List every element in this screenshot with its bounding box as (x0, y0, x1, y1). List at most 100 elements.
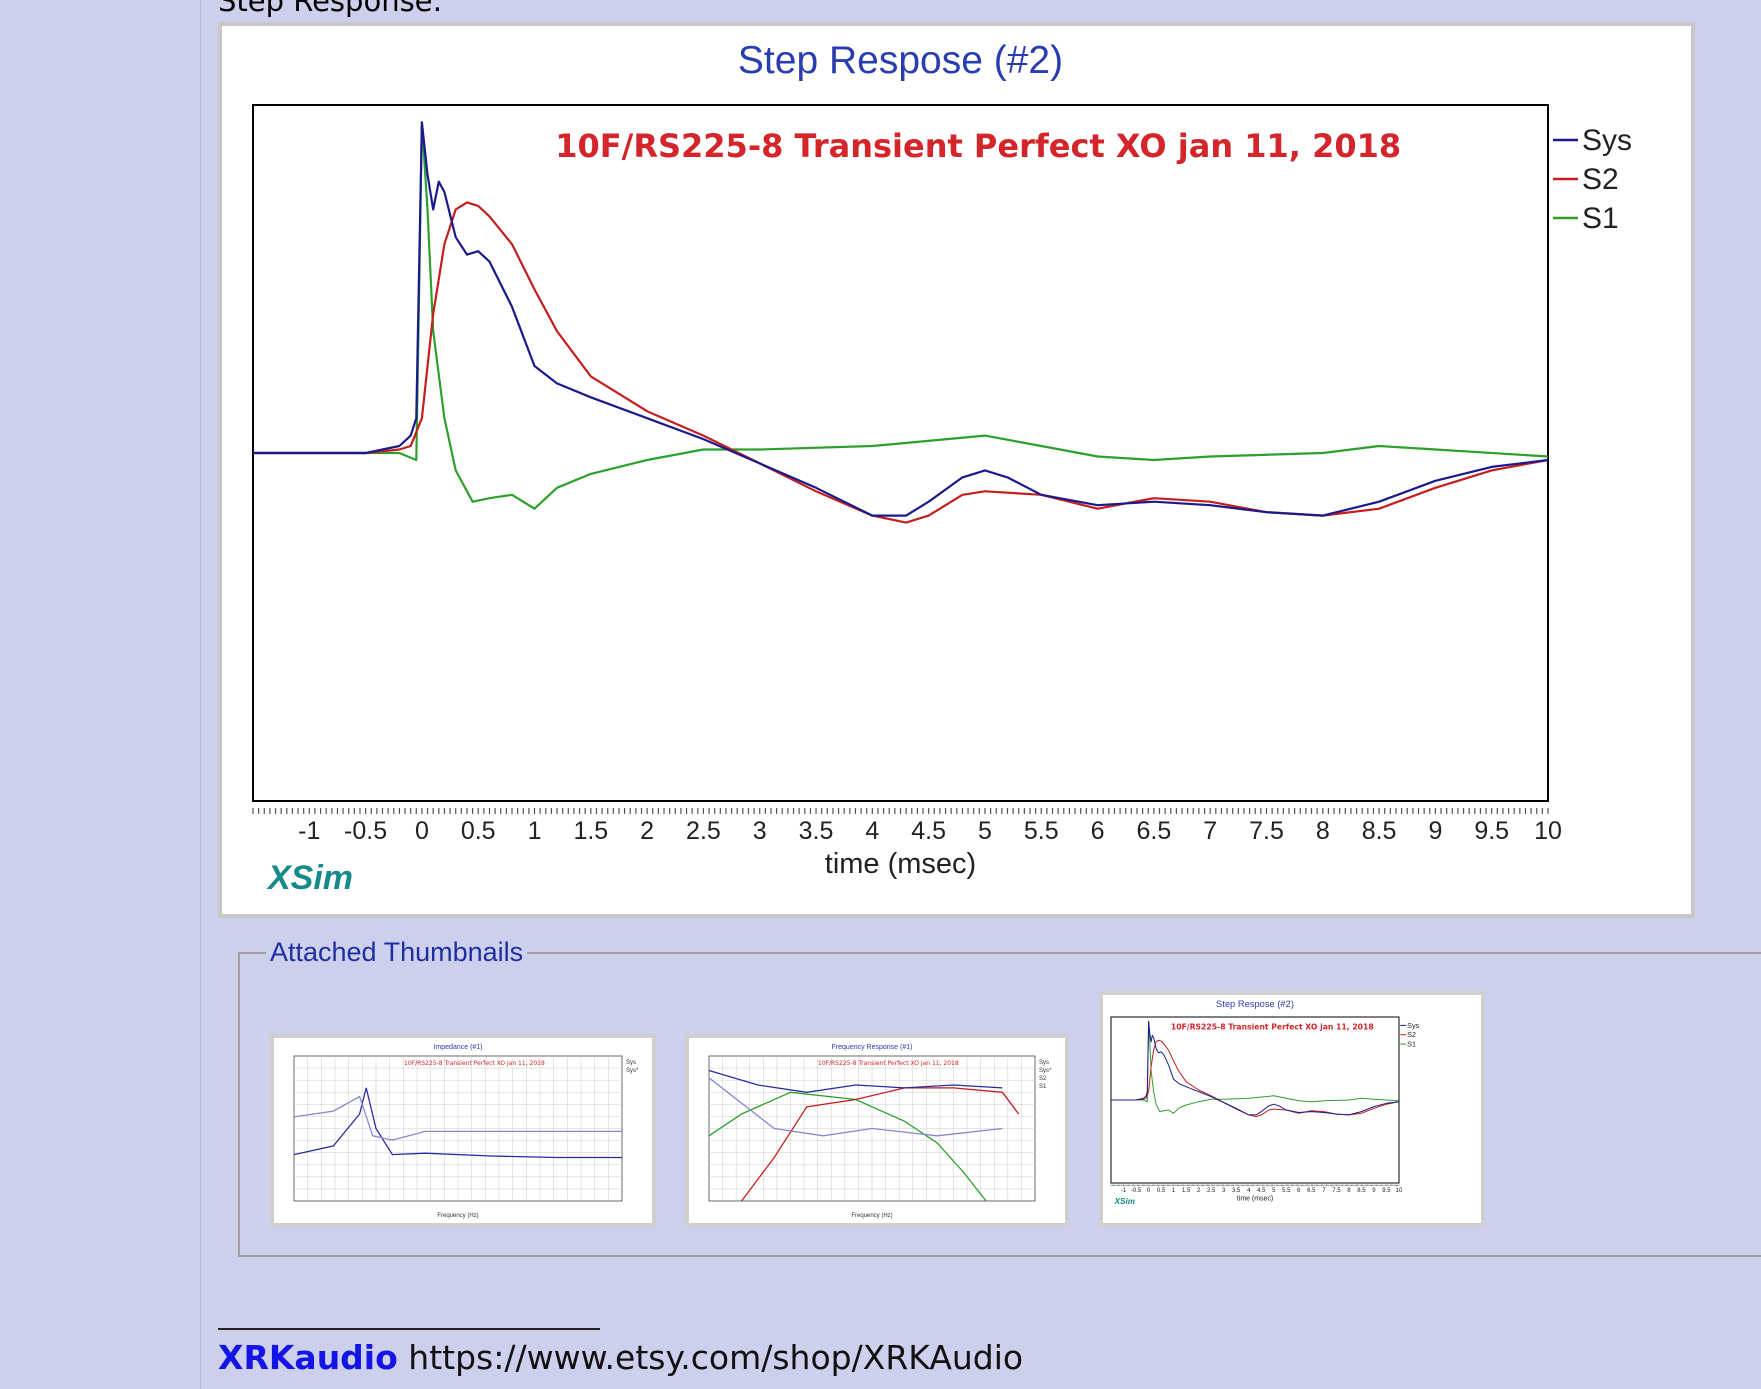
x-tick-label: 9.5 (1474, 817, 1509, 845)
left-sidebar-column (0, 0, 201, 1389)
thumb-x-axis-label: time (msec) (1237, 1195, 1273, 1202)
x-tick-label: 7.5 (1249, 817, 1284, 845)
x-tick-label: 3.5 (799, 817, 834, 845)
thumb-x-axis-label: Frequency (Hz) (851, 1213, 892, 1219)
x-tick-label: -1 (298, 817, 320, 845)
step-response-chart[interactable]: Step Respose (#2) -1 -0.5 0 0.5 1 1.5 2 2.5 3 3.5 4… (218, 22, 1695, 918)
thumb-title: Frequency Response (#1) (832, 1044, 913, 1051)
x-tick-label: 3 (753, 817, 767, 845)
series-line-s2 (253, 201, 1549, 524)
legend-entry-sys: Sys (1582, 124, 1632, 157)
thumb-x-tick-label: 8.5 (1357, 1188, 1366, 1194)
x-axis-label: time (msec) (825, 848, 976, 880)
x-tick-label: 8.5 (1362, 817, 1397, 845)
thumb-legend-entry: Sys (626, 1060, 636, 1066)
section-heading: Step Response: (218, 0, 443, 18)
x-tick-label: 0.5 (461, 817, 496, 845)
thumb-x-tick-label: -0.5 (1131, 1188, 1142, 1194)
thumb-legend-entry-s2: S2 (1407, 1030, 1416, 1039)
thumb-x-tick-label: 9.5 (1382, 1188, 1391, 1194)
thumb-x-tick-label: 10 (1396, 1188, 1403, 1194)
x-tick-label: 1 (528, 817, 542, 845)
x-tick-label: 0 (415, 817, 429, 845)
thumb-x-axis-label: Frequency (Hz) (437, 1213, 478, 1219)
thumb-x-tick-label: 6 (1297, 1188, 1301, 1194)
x-tick-label: 4.5 (911, 817, 946, 845)
chart-title: Step Respose (#2) (738, 39, 1063, 82)
x-tick-label: 5 (978, 817, 992, 845)
x-tick-label: 6 (1091, 817, 1105, 845)
x-tick-label: 4 (865, 817, 879, 845)
thumb-x-tick-label: 1 (1172, 1188, 1176, 1194)
series-line-sys (253, 121, 1549, 517)
thumb-x-tick-label: 7 (1322, 1188, 1326, 1194)
thumb-x-tick-label: 4 (1247, 1188, 1251, 1194)
thumb-series-line (293, 1087, 622, 1159)
xsim-watermark: XSim (266, 859, 353, 897)
thumb-chart-annotation: 10F/RS225-8 Transient Perfect XO jan 11,… (1171, 1022, 1374, 1031)
chart-svg: Step Respose (#2) -1 -0.5 0 0.5 1 1.5 2 2.5 3 3.5 4… (252, 39, 1632, 897)
thumb-xsim-watermark: XSim (1114, 1197, 1135, 1206)
thumb-legend-entry-s1: S1 (1407, 1040, 1416, 1049)
thumbnail-step-response-graphic: Step Respose (#2) -1 -0.5 0 0.5 1 1.5 2 2.5 3 3.5 4… (1110, 999, 1420, 1206)
thumb-annotation: 10F/RS225-8 Transient Perfect XO jan 11,… (404, 1060, 545, 1067)
thumb-grid (709, 1056, 1035, 1201)
signature-link[interactable]: https://www.etsy.com/shop/XRKAudio (408, 1338, 1024, 1377)
legend-entry-s2: S2 (1582, 163, 1619, 196)
thumb-x-tick-label: 5.5 (1282, 1188, 1291, 1194)
x-tick-label: 6.5 (1136, 817, 1171, 845)
thumb-legend-entry-sys: Sys (1407, 1021, 1419, 1030)
x-minor-ticks (252, 808, 1549, 814)
thumb-x-tick-label: 4.5 (1257, 1188, 1266, 1194)
x-tick-label: -0.5 (344, 817, 387, 845)
thumb-series-line-sys (1111, 1020, 1400, 1116)
thumb-title: Impedance (#1) (433, 1044, 482, 1051)
chart-annotation: 10F/RS225-8 Transient Perfect XO jan 11,… (555, 127, 1401, 165)
thumbnail-impedance-graphic: Impedance (#1) 10F/RS225-8 Transient Perf… (293, 1044, 639, 1219)
thumbnail-frequency-response[interactable]: Frequency Response (#1) 10F/RS225-8 Trans… (685, 1034, 1069, 1227)
thumb-annotation: 10F/RS225-8 Transient Perfect XO jan 11,… (818, 1060, 959, 1067)
thumb-x-tick-label: -1 (1121, 1188, 1127, 1194)
signature: XRKaudio https://www.etsy.com/shop/XRKAu… (218, 1338, 1023, 1378)
series-line-s1 (253, 121, 1549, 510)
thumbnail-impedance[interactable]: Impedance (#1) 10F/RS225-8 Transient Perf… (270, 1034, 656, 1227)
thumb-x-tick-label: 3 (1222, 1188, 1226, 1194)
x-tick-label: 2.5 (686, 817, 721, 845)
thumb-x-tick-label: 2.5 (1207, 1188, 1216, 1194)
thumb-series-line-s1 (1111, 1020, 1400, 1114)
x-tick-label: 10 (1534, 817, 1562, 845)
thumb-legend-entry: S1 (1039, 1084, 1047, 1090)
thumbnail-frequency-response-graphic: Frequency Response (#1) 10F/RS225-8 Trans… (708, 1044, 1052, 1219)
thumb-x-tick-label: 8 (1347, 1188, 1351, 1194)
attached-thumbnails: Attached Thumbnails (238, 937, 1761, 1257)
signature-brand: XRKaudio (218, 1338, 398, 1377)
thumb-x-tick-label: 3.5 (1232, 1188, 1241, 1194)
thumb-series-line (293, 1095, 622, 1141)
thumb-x-minor-ticks (1110, 1184, 1400, 1187)
thumb-legend-entry: Sys (1039, 1060, 1049, 1066)
thumb-x-tick-label: 9 (1372, 1188, 1376, 1194)
thumb-chart-title: Step Respose (#2) (1216, 999, 1294, 1009)
thumb-x-tick-label: 5 (1272, 1188, 1276, 1194)
thumb-series-line (708, 1091, 987, 1202)
plot-area (252, 104, 1549, 802)
thumb-series-line (708, 1069, 1003, 1093)
thumb-x-tick-label: 7.5 (1332, 1188, 1341, 1194)
thumb-x-tick-label: 6.5 (1307, 1188, 1316, 1194)
signature-divider (218, 1328, 600, 1330)
thumb-x-tick-label: 1.5 (1182, 1188, 1191, 1194)
x-tick-label: 1.5 (573, 817, 608, 845)
thumbnail-step-response[interactable]: Step Respose (#2) -1 -0.5 0 0.5 1 1.5 2 2.5 3 3.5 4… (1099, 991, 1485, 1227)
thumb-legend-entry: Sys* (626, 1068, 639, 1074)
thumb-legend-entry: Sys* (1039, 1068, 1052, 1074)
x-tick-label: 5.5 (1024, 817, 1059, 845)
thumb-x-tick-label: 0 (1147, 1188, 1151, 1194)
thumb-x-tick-label: 2 (1197, 1188, 1201, 1194)
thumbnails-legend: Attached Thumbnails (270, 937, 524, 967)
thumb-x-tick-label: 0.5 (1157, 1188, 1166, 1194)
thumb-series-line-s2 (1111, 1039, 1400, 1118)
thumb-series-line (708, 1077, 1003, 1137)
thumb-series-line (741, 1087, 1020, 1202)
thumb-legend-entry: S2 (1039, 1076, 1047, 1082)
x-tick-label: 7 (1203, 817, 1217, 845)
